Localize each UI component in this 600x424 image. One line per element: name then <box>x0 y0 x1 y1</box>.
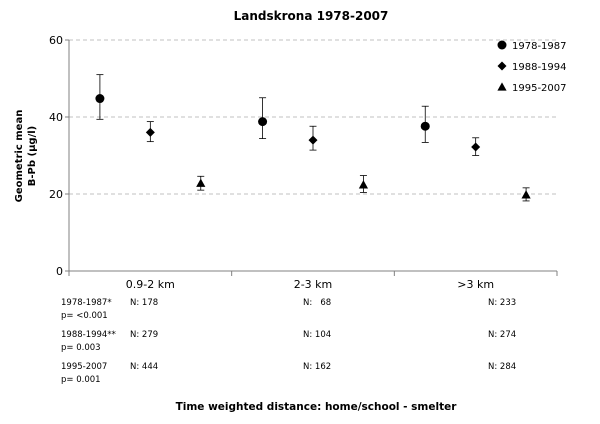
note-n-0-0: N: 178 <box>130 298 158 308</box>
note-period-0: 1978-1987* <box>61 298 112 308</box>
legend-triangle-icon <box>497 82 507 91</box>
x-axis-title: Time weighted distance: home/school - sm… <box>176 401 458 413</box>
sample-size-notes: 1978-1987* p= <0.001 N: 178 N: 68 N: 233 1988… <box>61 298 516 385</box>
triangle-marker <box>196 178 206 187</box>
legend-diamond-icon <box>497 61 507 71</box>
category-label-0: 0.9-2 km <box>126 278 175 291</box>
data-point-circle-1 <box>258 97 268 139</box>
note-n-1-2: N: 274 <box>488 330 516 340</box>
gridlines <box>69 39 557 195</box>
note-n-2-1: N: 162 <box>303 362 331 372</box>
note-p-value-0: p= <0.001 <box>61 311 108 321</box>
diamond-marker <box>308 135 318 145</box>
note-n-2-0: N: 444 <box>130 362 158 372</box>
legend-label-2: 1995-2007 <box>512 83 567 94</box>
data-marks <box>95 74 531 202</box>
diamond-marker <box>145 127 155 137</box>
y-tick-labels: 0 20 40 60 <box>49 34 63 278</box>
note-n-2-2: N: 284 <box>488 362 516 372</box>
category-labels: 0.9-2 km 2-3 km >3 km <box>126 278 494 291</box>
legend-label-1: 1988-1994 <box>512 62 567 73</box>
data-point-triangle-2 <box>521 187 531 202</box>
data-point-triangle-0 <box>196 175 206 191</box>
note-period-1: 1988-1994** <box>61 330 116 340</box>
circle-marker <box>258 117 268 127</box>
category-label-1: 2-3 km <box>294 278 333 291</box>
triangle-marker <box>358 180 369 189</box>
chart-title: Landskrona 1978-2007 <box>234 9 389 23</box>
triangle-marker <box>521 190 531 199</box>
note-n-0-1: N: 68 <box>303 298 331 308</box>
note-p-value-1: p= 0.003 <box>61 343 101 353</box>
circle-marker <box>95 94 105 104</box>
note-n-1-1: N: 104 <box>303 330 331 340</box>
data-point-diamond-0 <box>145 121 155 143</box>
note-p-value-2: p= 0.001 <box>61 375 101 385</box>
note-period-2: 1995-2007 <box>61 362 107 372</box>
data-point-diamond-2 <box>471 137 481 156</box>
data-point-circle-0 <box>95 74 105 120</box>
y-tick-label-60: 60 <box>49 34 63 47</box>
circle-marker <box>420 121 430 131</box>
y-tick-label-40: 40 <box>49 111 63 124</box>
diamond-marker <box>471 142 481 152</box>
y-axis-title-line-2: B-Pb (µg/l) <box>27 126 38 186</box>
legend-label-0: 1978-1987 <box>512 41 567 52</box>
data-point-triangle-1 <box>358 175 369 193</box>
legend-circle-icon <box>497 40 507 50</box>
note-n-1-0: N: 279 <box>130 330 158 340</box>
note-n-0-2: N: 233 <box>488 298 516 308</box>
y-axis-title-line-1: Geometric mean <box>14 110 25 203</box>
axes <box>65 39 558 276</box>
data-point-diamond-1 <box>308 125 318 151</box>
y-tick-label-20: 20 <box>49 188 63 201</box>
legend: 1978-1987 1988-1994 1995-2007 <box>497 40 567 94</box>
data-point-circle-2 <box>420 105 430 143</box>
y-tick-label-0: 0 <box>56 265 63 278</box>
category-label-2: >3 km <box>457 278 494 291</box>
y-axis-title: Geometric mean B-Pb (µg/l) <box>14 110 38 203</box>
